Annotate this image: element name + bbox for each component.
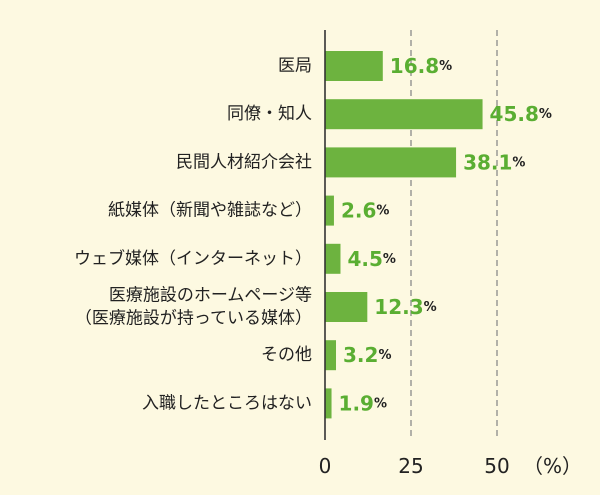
- bar-3: [325, 195, 334, 226]
- x-tick-label-0: 0: [319, 454, 332, 478]
- value-labels: 16.8% 45.8% 38.1% 2.6% 4.5% 12.3% 3.2% 1.9%: [339, 54, 552, 415]
- category-label-7: 入職したところはない: [142, 393, 312, 413]
- bar-7: [325, 388, 332, 419]
- value-label-6: 3.2%: [343, 343, 391, 367]
- value-label-7: 1.9%: [339, 391, 387, 415]
- bar-2: [325, 147, 457, 178]
- value-label-5: 12.3%: [374, 295, 436, 319]
- x-tick-labels: 0 25 50: [319, 454, 510, 478]
- category-label-3: 紙媒体（新聞や雑誌など）: [108, 201, 312, 221]
- x-axis-unit-label: （%）: [523, 454, 582, 478]
- value-label-2: 38.1%: [463, 150, 525, 174]
- value-label-0: 16.8%: [390, 54, 452, 78]
- x-tick-label-50: 50: [484, 454, 509, 478]
- bar-0: [325, 51, 383, 81]
- category-label-1: 同僚・知人: [227, 104, 312, 124]
- category-label-5-line-1: （医療施設が持っている媒体）: [75, 309, 312, 329]
- category-label-2: 民間人材紹介会社: [176, 152, 312, 172]
- value-label-1: 45.8%: [490, 102, 552, 126]
- bar-5: [325, 292, 368, 322]
- category-label-4: ウェブ媒体（インターネット）: [74, 248, 312, 269]
- bar-4: [325, 243, 341, 274]
- category-label-5-line-0: 医療施設のホームページ等: [109, 286, 312, 306]
- value-label-4: 4.5%: [347, 247, 395, 271]
- category-label-0: 医局: [278, 56, 312, 76]
- bar-1: [325, 99, 483, 130]
- value-label-3: 2.6%: [341, 199, 389, 223]
- bar-6: [325, 340, 337, 371]
- x-tick-label-25: 25: [398, 454, 423, 478]
- category-label-6: その他: [261, 345, 312, 365]
- bars: [325, 51, 483, 419]
- gridlines: [410, 30, 498, 440]
